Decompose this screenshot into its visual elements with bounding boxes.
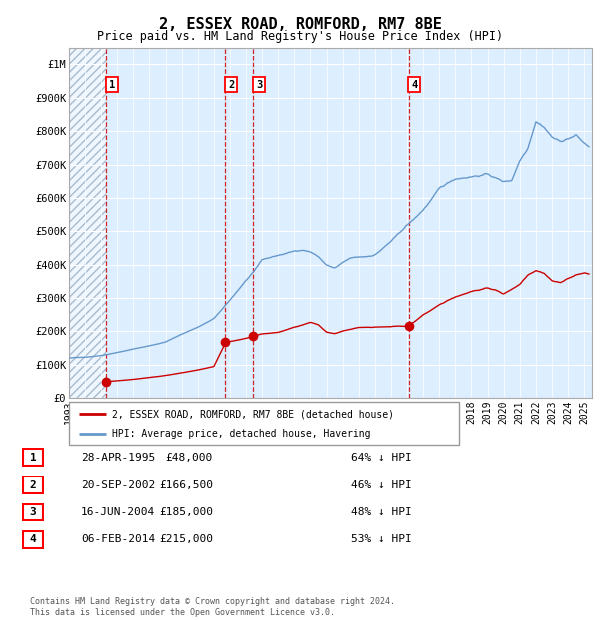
- Text: 28-APR-1995: 28-APR-1995: [81, 453, 155, 463]
- Text: 1: 1: [109, 79, 115, 89]
- Text: 46% ↓ HPI: 46% ↓ HPI: [351, 480, 412, 490]
- Text: 2: 2: [228, 79, 234, 89]
- Text: 4: 4: [29, 534, 37, 544]
- Text: 2, ESSEX ROAD, ROMFORD, RM7 8BE: 2, ESSEX ROAD, ROMFORD, RM7 8BE: [158, 17, 442, 32]
- Text: 2: 2: [29, 480, 37, 490]
- Text: 53% ↓ HPI: 53% ↓ HPI: [351, 534, 412, 544]
- Text: £48,000: £48,000: [166, 453, 213, 463]
- Text: 48% ↓ HPI: 48% ↓ HPI: [351, 507, 412, 517]
- Text: £215,000: £215,000: [159, 534, 213, 544]
- Text: Contains HM Land Registry data © Crown copyright and database right 2024.
This d: Contains HM Land Registry data © Crown c…: [30, 598, 395, 617]
- Text: 4: 4: [411, 79, 418, 89]
- Text: 3: 3: [29, 507, 37, 517]
- Text: HPI: Average price, detached house, Havering: HPI: Average price, detached house, Have…: [112, 429, 370, 439]
- Text: £185,000: £185,000: [159, 507, 213, 517]
- Text: 16-JUN-2004: 16-JUN-2004: [81, 507, 155, 517]
- Text: Price paid vs. HM Land Registry's House Price Index (HPI): Price paid vs. HM Land Registry's House …: [97, 30, 503, 43]
- Text: 3: 3: [256, 79, 262, 89]
- Text: 64% ↓ HPI: 64% ↓ HPI: [351, 453, 412, 463]
- Text: £166,500: £166,500: [159, 480, 213, 490]
- Text: 06-FEB-2014: 06-FEB-2014: [81, 534, 155, 544]
- Text: 1: 1: [29, 453, 37, 463]
- Text: 2, ESSEX ROAD, ROMFORD, RM7 8BE (detached house): 2, ESSEX ROAD, ROMFORD, RM7 8BE (detache…: [112, 409, 394, 419]
- Text: 20-SEP-2002: 20-SEP-2002: [81, 480, 155, 490]
